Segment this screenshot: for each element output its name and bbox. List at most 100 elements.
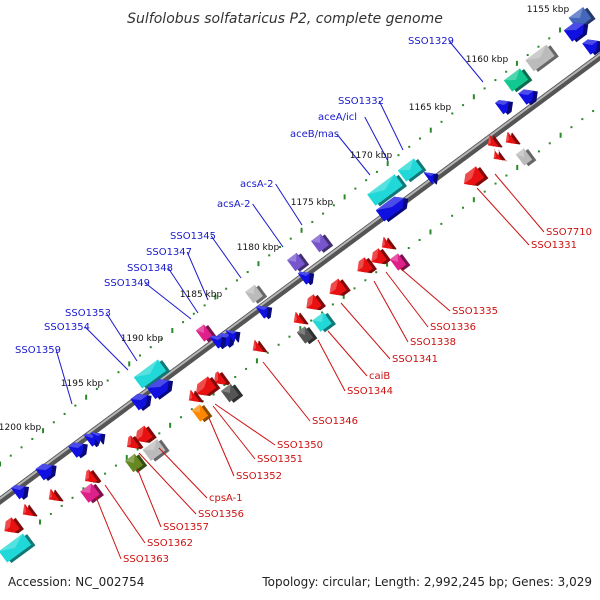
gene-feature[interactable] bbox=[296, 325, 318, 346]
gene-feature[interactable] bbox=[225, 324, 245, 344]
reverse-gene-label[interactable]: SSO1346 bbox=[312, 416, 358, 427]
gene-feature[interactable] bbox=[80, 481, 104, 505]
forward-gene-label[interactable]: acsA-2 bbox=[217, 199, 250, 210]
reverse-gene-label[interactable]: SSO1344 bbox=[347, 386, 393, 397]
reverse-gene-label[interactable]: SSO1356 bbox=[198, 509, 244, 520]
forward-gene-label[interactable]: SSO1359 bbox=[15, 345, 61, 356]
genome-backbone bbox=[0, 52, 600, 505]
gene-feature[interactable] bbox=[221, 382, 244, 405]
gene-feature[interactable] bbox=[90, 426, 110, 446]
gene-feature[interactable] bbox=[378, 235, 397, 255]
kbp-label: 1180 kbp bbox=[237, 243, 280, 253]
forward-gene-label[interactable]: SSO1354 bbox=[44, 322, 90, 333]
gene-feature[interactable] bbox=[0, 532, 36, 565]
tick-mark bbox=[223, 384, 226, 387]
gene-feature[interactable] bbox=[123, 434, 144, 455]
gene-feature[interactable] bbox=[45, 487, 64, 507]
gene-feature[interactable] bbox=[582, 33, 600, 57]
backbone-shadow bbox=[0, 52, 600, 505]
gene-feature[interactable] bbox=[11, 479, 33, 502]
forward-gene-label[interactable]: aceB/mas bbox=[290, 129, 339, 140]
forward-gene-label[interactable]: aceA/icl bbox=[318, 112, 357, 123]
gene-feature[interactable] bbox=[484, 133, 503, 153]
gene-feature[interactable] bbox=[503, 67, 533, 94]
gene-feature[interactable] bbox=[191, 403, 213, 424]
gene-feature[interactable] bbox=[290, 310, 309, 330]
gene-feature[interactable] bbox=[255, 300, 277, 321]
gene-feature[interactable] bbox=[142, 437, 170, 463]
reverse-gene-label[interactable]: SSO7710 bbox=[546, 227, 592, 238]
gene-feature[interactable] bbox=[397, 157, 427, 184]
reverse-gene-label[interactable]: SSO1341 bbox=[392, 354, 438, 365]
reverse-gene-label[interactable]: SSO1338 bbox=[410, 337, 456, 348]
gene-feature[interactable] bbox=[287, 251, 310, 274]
tick-mark bbox=[225, 287, 228, 290]
forward-gene-label[interactable]: SSO1349 bbox=[104, 278, 150, 289]
gene-feature[interactable] bbox=[210, 370, 231, 391]
gene-feature[interactable] bbox=[209, 330, 231, 351]
tick-mark bbox=[418, 238, 421, 241]
kbp-label: 1190 kbp bbox=[121, 334, 164, 344]
gene-feature[interactable] bbox=[311, 232, 334, 255]
reverse-gene-label[interactable]: SSO1357 bbox=[163, 522, 209, 533]
gene-feature[interactable] bbox=[192, 375, 221, 402]
tick-mark bbox=[288, 335, 291, 338]
tick-mark bbox=[537, 45, 540, 48]
tick-mark bbox=[451, 214, 454, 217]
gene-feature[interactable] bbox=[302, 292, 326, 316]
gene-feature[interactable] bbox=[423, 166, 443, 186]
gene-feature[interactable] bbox=[245, 283, 268, 306]
reverse-gene-label[interactable]: cpsA-1 bbox=[209, 493, 243, 504]
gene-feature[interactable] bbox=[525, 43, 559, 74]
gene-feature[interactable] bbox=[297, 266, 319, 287]
reverse-gene-label[interactable]: SSO1350 bbox=[277, 440, 323, 451]
gene-feature[interactable] bbox=[495, 94, 517, 117]
gene-feature[interactable] bbox=[312, 310, 336, 334]
gene-feature[interactable] bbox=[389, 252, 411, 273]
gene-feature[interactable] bbox=[81, 468, 102, 489]
gene-feature[interactable] bbox=[146, 373, 177, 402]
gene-feature[interactable] bbox=[249, 338, 268, 358]
forward-gene-label[interactable]: SSO1353 bbox=[65, 308, 111, 319]
kbp-label: 1170 kbp bbox=[350, 151, 393, 161]
tick-mark bbox=[255, 358, 258, 364]
gene-feature[interactable] bbox=[35, 458, 60, 483]
reverse-gene-label[interactable]: SSO1352 bbox=[236, 471, 282, 482]
gene-feature[interactable] bbox=[125, 452, 148, 475]
forward-gene-label[interactable]: acsA-2 bbox=[240, 179, 273, 190]
reverse-gene-label[interactable]: SSO1331 bbox=[531, 240, 577, 251]
reverse-gene-label[interactable]: SSO1351 bbox=[257, 454, 303, 465]
gene-feature[interactable] bbox=[19, 502, 38, 522]
reverse-gene-label[interactable]: SSO1363 bbox=[123, 554, 169, 565]
reverse-gene-label[interactable]: SSO1336 bbox=[430, 322, 476, 333]
kbp-label: 1200 kbp bbox=[0, 423, 41, 433]
forward-gene-label[interactable]: SSO1345 bbox=[170, 231, 216, 242]
gene-feature[interactable] bbox=[130, 388, 155, 413]
gene-feature[interactable] bbox=[375, 191, 413, 224]
forward-gene-label[interactable]: SSO1347 bbox=[146, 247, 192, 258]
gene-feature[interactable] bbox=[185, 388, 204, 408]
gene-feature[interactable] bbox=[325, 277, 351, 302]
forward-gene-label[interactable]: SSO1348 bbox=[127, 263, 173, 274]
gene-feature[interactable] bbox=[353, 255, 377, 279]
gene-feature[interactable] bbox=[0, 515, 24, 539]
tick-mark bbox=[581, 118, 584, 121]
gene-feature[interactable] bbox=[489, 147, 508, 167]
gene-feature[interactable] bbox=[68, 436, 92, 460]
gene-feature[interactable] bbox=[460, 165, 489, 192]
gene-feature[interactable] bbox=[131, 424, 157, 449]
reverse-gene-label[interactable]: SSO1335 bbox=[452, 306, 498, 317]
reverse-gene-label[interactable]: caiB bbox=[369, 371, 390, 382]
gene-feature[interactable] bbox=[563, 17, 593, 44]
map-title: Sulfolobus solfataricus P2, complete gen… bbox=[127, 11, 443, 27]
reverse-gene-label[interactable]: SSO1362 bbox=[147, 538, 193, 549]
tick-mark bbox=[182, 321, 185, 324]
gene-feature[interactable] bbox=[515, 147, 537, 168]
gene-feature[interactable] bbox=[367, 246, 391, 270]
forward-gene-label[interactable]: SSO1329 bbox=[408, 36, 454, 47]
gene-feature[interactable] bbox=[518, 83, 542, 107]
gene-feature[interactable] bbox=[502, 130, 521, 150]
forward-gene-label[interactable]: SSO1332 bbox=[338, 96, 384, 107]
leader-line bbox=[95, 496, 122, 560]
leader-line bbox=[364, 116, 389, 162]
